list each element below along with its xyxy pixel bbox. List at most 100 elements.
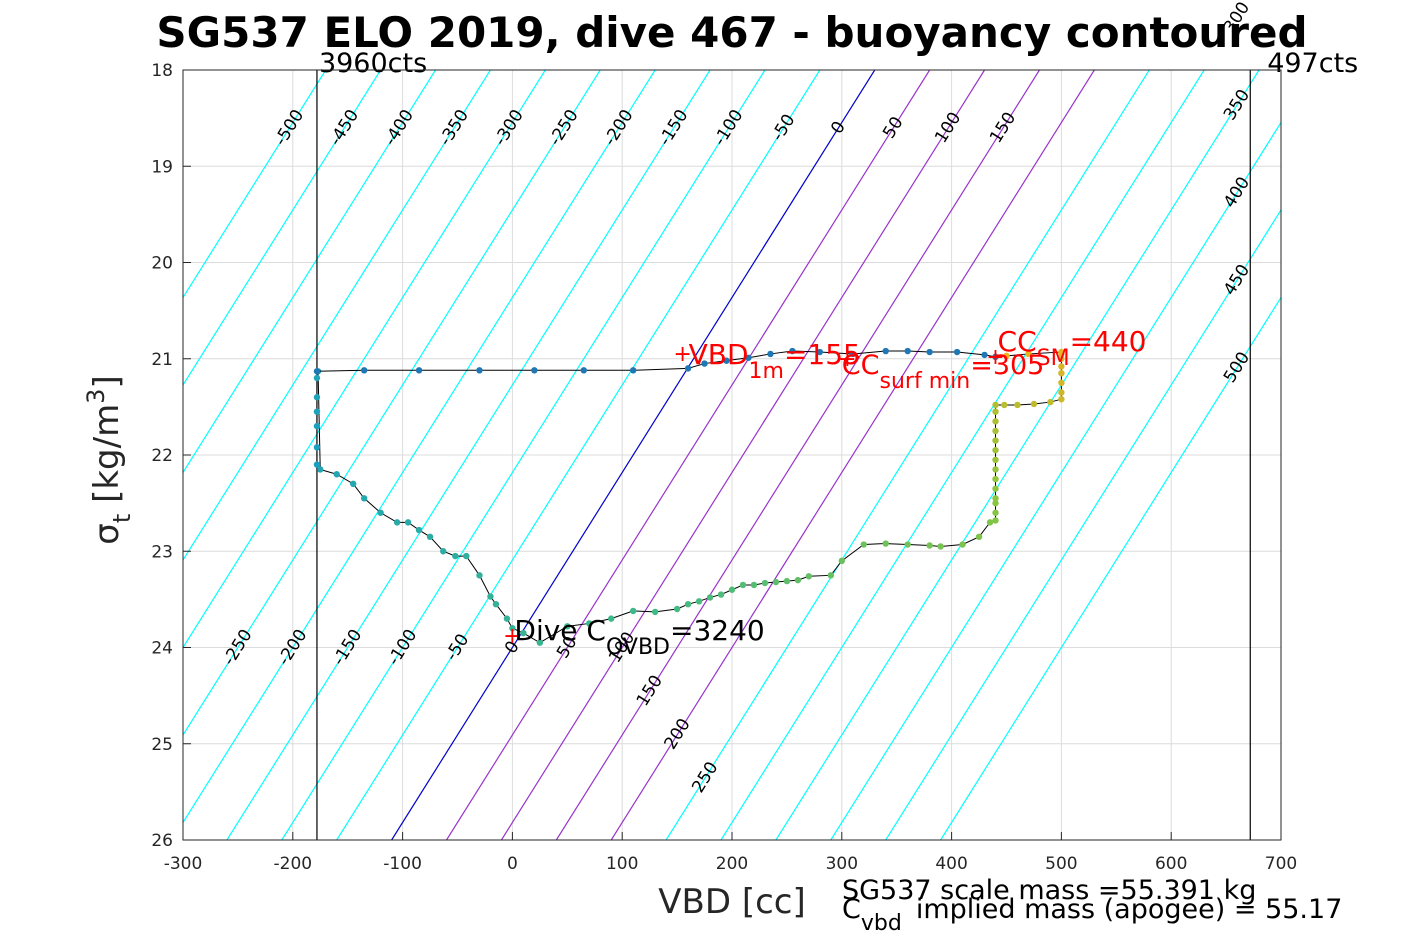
data-series: [313, 347, 1065, 646]
contour-line: [665, 70, 1150, 840]
data-point: [313, 368, 321, 375]
data-point: [1025, 350, 1032, 358]
data-point: [608, 615, 615, 622]
marker-sub: OVBD: [606, 635, 670, 660]
x-axis-ticks: -300 -200 -100 0 100 200 300 400 500 600 700: [164, 832, 1297, 874]
implied-mass-sub: vbd: [861, 911, 902, 936]
data-point: [415, 526, 423, 534]
data-point: [1047, 398, 1054, 406]
x-axis-label: VBD [cc]: [658, 882, 806, 922]
data-point: [349, 480, 357, 488]
data-point: [695, 598, 703, 605]
data-point: [492, 600, 500, 608]
x-tick-label: 700: [1265, 854, 1297, 874]
data-point: [926, 542, 933, 549]
data-point: [882, 347, 889, 355]
data-point: [992, 427, 999, 435]
x-tick-label: -200: [274, 854, 313, 874]
data-point: [849, 350, 856, 358]
data-point: [992, 401, 999, 409]
data-point: [992, 456, 999, 464]
data-point: [981, 351, 988, 359]
data-point: [1058, 395, 1065, 403]
data-point: [564, 623, 571, 630]
marker-suffix: =3240: [670, 614, 765, 647]
data-point: [717, 591, 725, 598]
y-tick-label: 24: [151, 639, 173, 659]
data-point: [767, 350, 774, 358]
data-point: [476, 367, 483, 374]
marker-main: VBD: [689, 338, 749, 371]
contour-line: [183, 70, 601, 737]
contour-line: [183, 70, 656, 824]
data-point: [772, 578, 780, 586]
data-point: [1030, 400, 1038, 408]
contour-line: [885, 208, 1281, 840]
data-point: [838, 557, 845, 565]
buoyancy-contours: [183, 70, 1281, 840]
marker-suffix: =155: [784, 338, 861, 371]
y-tick-label: 26: [151, 831, 173, 851]
data-point: [313, 444, 321, 451]
data-point: [651, 608, 659, 616]
scale-mass-text: SG537 scale mass =55.391 kg: [842, 875, 1256, 906]
data-point: [313, 408, 321, 415]
data-point: [536, 639, 544, 646]
marker-cross: +: [986, 345, 1004, 370]
x-tick-label: 400: [935, 854, 967, 874]
svg-text:σt [kg/m3]: σt [kg/m3]: [82, 375, 136, 544]
data-point: [805, 573, 813, 580]
contour-line: [183, 70, 327, 299]
data-point: [503, 615, 511, 622]
x-tick-label: 100: [606, 854, 638, 874]
data-point: [992, 485, 999, 492]
data-point: [1058, 389, 1065, 396]
y-tick-label: 21: [151, 350, 173, 370]
data-point: [1058, 379, 1065, 387]
data-point: [992, 475, 999, 483]
data-point: [463, 552, 470, 560]
data-point: [789, 347, 796, 355]
data-point: [629, 367, 637, 374]
data-point: [992, 437, 999, 444]
plot-area: -500 -450 -400 -350 -300 -250 -200 -150 -100 -50 0…: [151, 0, 1358, 874]
chart-title: SG537 ELO 2019, dive 467 - buoyancy cont…: [156, 8, 1307, 57]
data-point: [476, 572, 483, 579]
data-point: [673, 605, 681, 613]
x-tick-label: 0: [507, 854, 518, 874]
contour-line: [281, 70, 766, 840]
data-point: [377, 509, 384, 516]
data-point: [1058, 355, 1065, 362]
contour-line: [336, 70, 821, 840]
marker-main: Dive C: [514, 614, 606, 647]
marker-main: CC: [998, 325, 1037, 358]
data-point: [701, 360, 708, 367]
data-point: [706, 594, 714, 601]
contour-line: [500, 70, 986, 840]
marker-main: CC: [842, 350, 880, 381]
data-point: [1014, 401, 1021, 409]
data-point: [992, 499, 999, 507]
data-point: [313, 394, 321, 401]
x-tick-label: -300: [164, 854, 203, 874]
contour-line: [720, 70, 1205, 840]
data-point: [404, 519, 412, 526]
data-point: [975, 533, 983, 541]
x-tick-label: 300: [826, 854, 858, 874]
data-point: [750, 581, 758, 589]
data-point: [360, 495, 368, 502]
data-point: [360, 367, 368, 374]
contour-line: [183, 70, 382, 387]
x-tick-label: 500: [1045, 854, 1077, 874]
y-tick-label: 23: [151, 542, 173, 562]
marker-sub: surf min: [880, 369, 971, 394]
y-tick-label: 25: [151, 735, 173, 755]
data-point: [882, 540, 889, 547]
data-point: [992, 446, 999, 454]
y-label-sup: 3: [82, 389, 110, 404]
contour-line: [830, 121, 1281, 840]
data-point: [783, 577, 791, 585]
y-axis-ticks: 18 19 20 21 22 23 24 25 26: [151, 61, 191, 851]
data-point: [426, 533, 434, 541]
